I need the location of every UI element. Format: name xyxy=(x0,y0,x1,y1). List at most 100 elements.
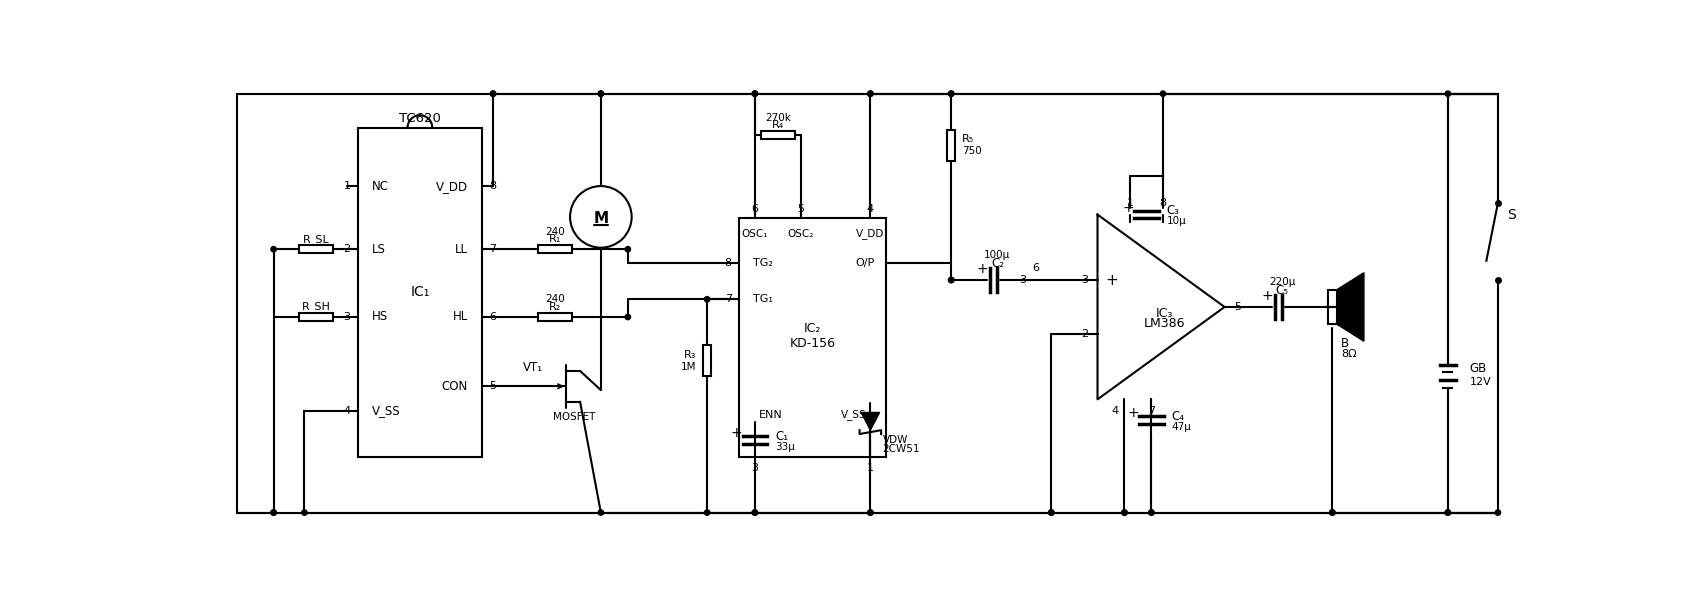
Circle shape xyxy=(704,296,709,302)
Text: R₄: R₄ xyxy=(772,120,784,130)
Text: 1: 1 xyxy=(344,181,350,191)
Text: R_SH: R_SH xyxy=(301,302,330,313)
Text: 2: 2 xyxy=(344,244,350,254)
Text: 7: 7 xyxy=(725,294,731,304)
Text: 4: 4 xyxy=(344,406,350,416)
Text: 270k: 270k xyxy=(765,112,791,123)
Text: 8: 8 xyxy=(725,258,731,268)
Circle shape xyxy=(1122,510,1128,515)
Text: 4: 4 xyxy=(867,204,874,214)
Circle shape xyxy=(1150,510,1155,515)
Text: R₁: R₁ xyxy=(549,234,560,244)
Text: LS: LS xyxy=(372,243,386,255)
Text: IC₃: IC₃ xyxy=(1156,307,1173,320)
Text: C₁: C₁ xyxy=(775,430,787,443)
Text: B: B xyxy=(1341,337,1349,350)
Text: 12V: 12V xyxy=(1470,377,1492,386)
Text: +: + xyxy=(1122,201,1134,215)
Text: 7: 7 xyxy=(489,244,496,254)
Circle shape xyxy=(1048,510,1055,515)
Bar xyxy=(703,346,711,376)
Text: 8: 8 xyxy=(489,181,496,191)
Text: O/P: O/P xyxy=(855,258,874,268)
Circle shape xyxy=(704,510,709,515)
Text: +: + xyxy=(1128,406,1139,420)
Circle shape xyxy=(1160,91,1166,96)
Circle shape xyxy=(752,91,757,96)
Text: 3: 3 xyxy=(752,463,758,473)
Text: IC₂: IC₂ xyxy=(804,322,821,335)
Circle shape xyxy=(271,246,276,252)
Circle shape xyxy=(1150,510,1155,515)
Text: 3: 3 xyxy=(344,312,350,322)
Text: +: + xyxy=(977,262,987,276)
Text: S: S xyxy=(1507,207,1517,222)
Text: OSC₂: OSC₂ xyxy=(787,229,814,239)
Circle shape xyxy=(948,91,953,96)
Circle shape xyxy=(1446,510,1451,515)
Text: IC₁: IC₁ xyxy=(410,285,430,299)
Bar xyxy=(1327,290,1337,325)
Text: LM386: LM386 xyxy=(1144,317,1185,331)
Circle shape xyxy=(1329,510,1336,515)
Text: 33μ: 33μ xyxy=(775,442,794,452)
Circle shape xyxy=(598,91,603,96)
Circle shape xyxy=(1446,510,1451,515)
Text: 10μ: 10μ xyxy=(1166,216,1187,227)
Text: OSC₁: OSC₁ xyxy=(742,229,769,239)
Circle shape xyxy=(491,91,496,96)
Text: MOSFET: MOSFET xyxy=(552,412,596,422)
Circle shape xyxy=(491,91,496,96)
Text: 3: 3 xyxy=(1019,275,1026,285)
Circle shape xyxy=(752,510,757,515)
Circle shape xyxy=(867,510,874,515)
Text: M: M xyxy=(593,211,608,226)
Polygon shape xyxy=(862,412,880,430)
Text: 7: 7 xyxy=(1148,406,1155,416)
Circle shape xyxy=(1446,91,1451,96)
Text: V_SS: V_SS xyxy=(841,409,867,420)
Text: GB: GB xyxy=(1470,362,1486,375)
Polygon shape xyxy=(1337,273,1365,341)
Circle shape xyxy=(948,277,953,282)
Text: C₃: C₃ xyxy=(1166,204,1180,217)
Text: V_DD: V_DD xyxy=(435,180,467,192)
Text: TG₁: TG₁ xyxy=(753,294,774,304)
Text: +: + xyxy=(1106,272,1117,287)
Bar xyxy=(359,127,481,457)
Text: TG₂: TG₂ xyxy=(753,258,774,268)
Circle shape xyxy=(1048,510,1055,515)
Circle shape xyxy=(598,91,603,96)
Circle shape xyxy=(752,510,757,515)
Circle shape xyxy=(271,510,276,515)
Bar xyxy=(740,218,885,457)
Text: +: + xyxy=(731,426,742,441)
Text: NC: NC xyxy=(372,180,389,192)
Text: 5: 5 xyxy=(489,381,496,391)
Text: VT₁: VT₁ xyxy=(523,361,543,374)
Text: 1M: 1M xyxy=(681,362,696,372)
Bar xyxy=(300,245,334,253)
Circle shape xyxy=(1122,510,1128,515)
Text: 47μ: 47μ xyxy=(1172,422,1192,432)
Text: R₃: R₃ xyxy=(684,350,696,360)
Text: 6: 6 xyxy=(752,204,758,214)
Text: 6: 6 xyxy=(489,312,496,322)
Text: HL: HL xyxy=(452,311,467,323)
Text: HS: HS xyxy=(372,311,388,323)
Circle shape xyxy=(867,91,874,96)
Text: C₂: C₂ xyxy=(990,257,1004,270)
Text: V_DD: V_DD xyxy=(857,228,884,239)
Text: C₅: C₅ xyxy=(1277,284,1288,296)
Text: 240: 240 xyxy=(545,294,564,304)
Circle shape xyxy=(625,246,630,252)
Circle shape xyxy=(948,91,953,96)
Text: CON: CON xyxy=(442,380,467,393)
Text: R_SL: R_SL xyxy=(303,234,330,245)
Circle shape xyxy=(1495,510,1500,515)
Text: R₅: R₅ xyxy=(962,134,973,144)
Text: 2CW51: 2CW51 xyxy=(882,444,921,454)
Circle shape xyxy=(1329,510,1336,515)
Text: ENN: ENN xyxy=(758,410,782,419)
Text: 750: 750 xyxy=(962,147,982,156)
